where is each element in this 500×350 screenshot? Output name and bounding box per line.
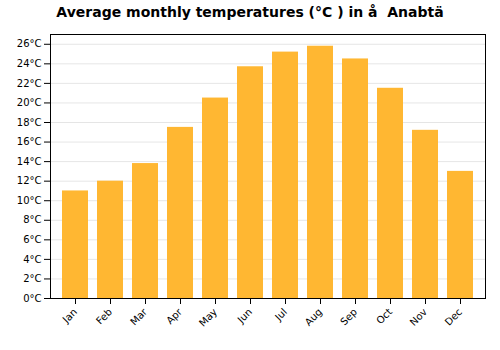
html-text:Average monthly temperatures (: Average monthly temperatures (°C ) in å … xyxy=(56,4,444,20)
svg-text:6°C: 6°C xyxy=(23,234,41,245)
svg-text:14°C: 14°C xyxy=(17,156,42,167)
svg-text:Jun: Jun xyxy=(235,306,255,326)
svg-text:8°C: 8°C xyxy=(23,214,41,225)
svg-text:22°C: 22°C xyxy=(17,78,42,89)
svg-text:2°C: 2°C xyxy=(23,273,41,284)
svg-text:24°C: 24°C xyxy=(17,58,42,69)
svg-text:20°C: 20°C xyxy=(17,97,42,108)
svg-text:Sep: Sep xyxy=(338,306,359,327)
svg-text:Apr: Apr xyxy=(164,306,185,327)
svg-text:Jan: Jan xyxy=(60,306,79,325)
svg-text:Oct: Oct xyxy=(374,306,394,326)
svg-text:16°C: 16°C xyxy=(17,136,42,147)
svg-text:12°C: 12°C xyxy=(17,175,42,186)
svg-text:Aug: Aug xyxy=(303,306,325,328)
svg-text:Feb: Feb xyxy=(94,306,114,326)
svg-text:May: May xyxy=(197,306,219,328)
svg-text:Mar: Mar xyxy=(128,306,150,328)
svg-text:26°C: 26°C xyxy=(17,38,42,49)
svg-text:0°C: 0°C xyxy=(23,293,41,304)
svg-text:10°C: 10°C xyxy=(17,195,42,206)
svg-text:Nov: Nov xyxy=(408,306,430,328)
svg-text:18°C: 18°C xyxy=(17,117,42,128)
svg-text:Dec: Dec xyxy=(443,306,464,327)
svg-text:Jul: Jul xyxy=(272,306,289,323)
svg-text:4°C: 4°C xyxy=(23,254,41,265)
